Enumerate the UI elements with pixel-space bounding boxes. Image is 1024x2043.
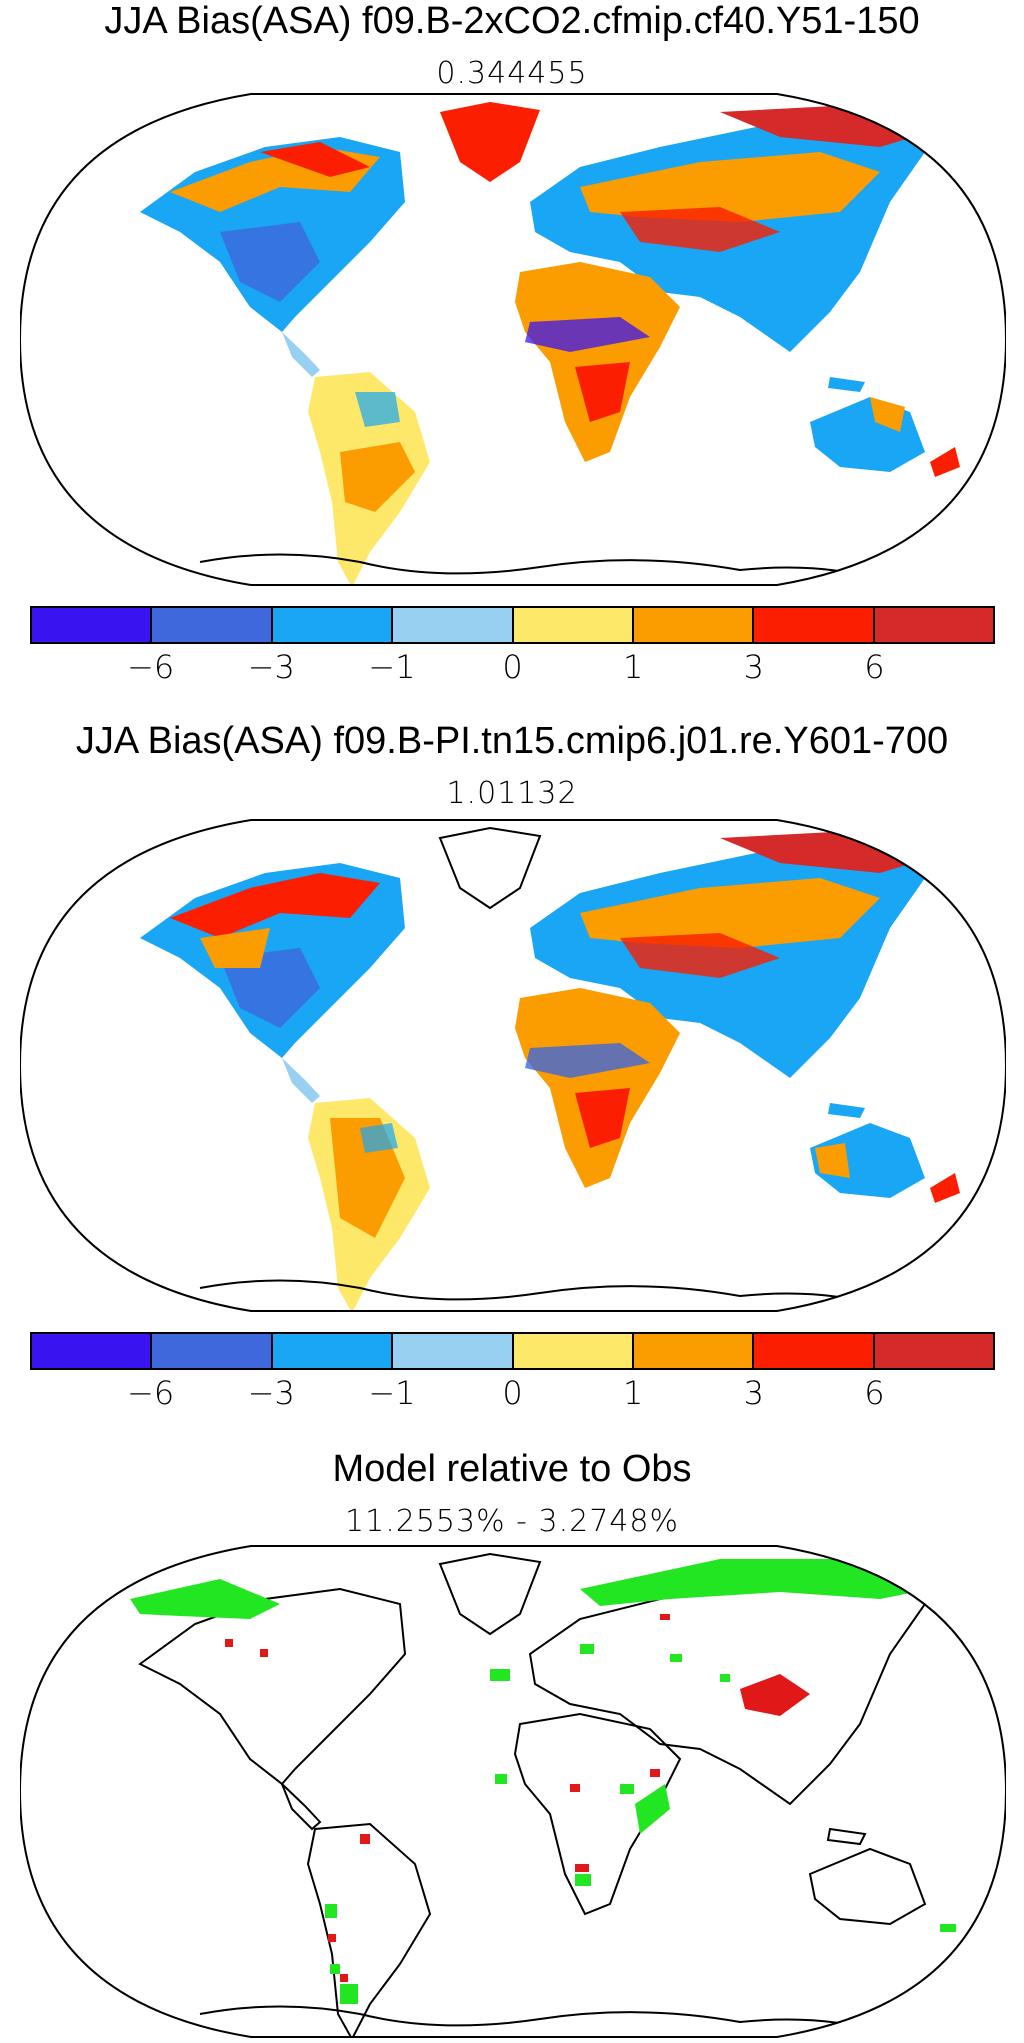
colorbar-swatch (152, 608, 273, 642)
colorbar-swatch (513, 1334, 634, 1368)
colorbar-tick-label: 0 (502, 1374, 523, 1412)
africa-field (515, 262, 680, 462)
colorbar-tick-label: 6 (864, 648, 885, 686)
south-america-outline (306, 1822, 432, 2037)
eurasia-outline (528, 1567, 927, 1806)
colorbar-tick-label: −3 (247, 1374, 295, 1412)
colorbar-tick-label: 3 (743, 648, 764, 686)
panel-1-subtitle: 0.344455 (436, 56, 588, 91)
panel-2-map (20, 819, 1006, 1312)
panel-1-colorbar (30, 606, 995, 644)
colorbar-tick-label: 3 (743, 1374, 764, 1412)
colorbar-swatch (874, 1334, 993, 1368)
panel-1-map (20, 93, 1006, 586)
colorbar-swatch (272, 1334, 394, 1368)
panel-2-title: JJA Bias(ASA) f09.B-PI.tn15.cmip6.j01.re… (75, 720, 949, 762)
colorbar-swatch (874, 608, 993, 642)
panel-3-title: Model relative to Obs (332, 1448, 692, 1490)
colorbar-tick-label: 1 (622, 1374, 644, 1412)
australia-field (810, 1123, 925, 1198)
africa-outline (513, 1712, 682, 1916)
colorbar-swatch (513, 608, 634, 642)
colorbar-tick-label: −1 (368, 1374, 416, 1412)
north-america-outline (138, 1587, 407, 1786)
colorbar-tick-label: −1 (368, 648, 416, 686)
panel-2-colorbar-ticks: −6 −3 −1 0 1 3 6 (30, 1374, 995, 1414)
colorbar-swatch (32, 1334, 153, 1368)
colorbar-tick-label: −6 (127, 648, 175, 686)
colorbar-swatch (32, 608, 153, 642)
colorbar-swatch (393, 1334, 514, 1368)
colorbar-swatch (633, 608, 755, 642)
better-regions (130, 1559, 956, 2004)
colorbar-swatch (633, 1334, 755, 1368)
colorbar-swatch (393, 608, 514, 642)
colorbar-tick-label: −6 (127, 1374, 175, 1412)
colorbar-swatch (754, 1334, 875, 1368)
panel-1-title: JJA Bias(ASA) f09.B-2xCO2.cfmip.cf40.Y51… (104, 0, 920, 42)
africa-field (515, 988, 680, 1188)
colorbar-swatch (272, 608, 394, 642)
colorbar-tick-label: 1 (622, 648, 644, 686)
panel-1-colorbar-ticks: −6 −3 −1 0 1 3 6 (30, 648, 995, 688)
australia-field (810, 397, 925, 472)
panel-3-map (20, 1545, 1006, 2038)
colorbar-tick-label: −3 (247, 648, 295, 686)
colorbar-swatch (152, 1334, 273, 1368)
australia-outline (808, 1847, 927, 1926)
panel-2-colorbar (30, 1332, 995, 1370)
colorbar-tick-label: 6 (864, 1374, 885, 1412)
worse-regions (225, 1614, 810, 1982)
colorbar-tick-label: 0 (502, 648, 523, 686)
panel-3-subtitle: 11.2553% - 3.2748% (345, 1504, 679, 1539)
colorbar-swatch (754, 608, 875, 642)
panel-2-subtitle: 1.01132 (446, 776, 578, 811)
